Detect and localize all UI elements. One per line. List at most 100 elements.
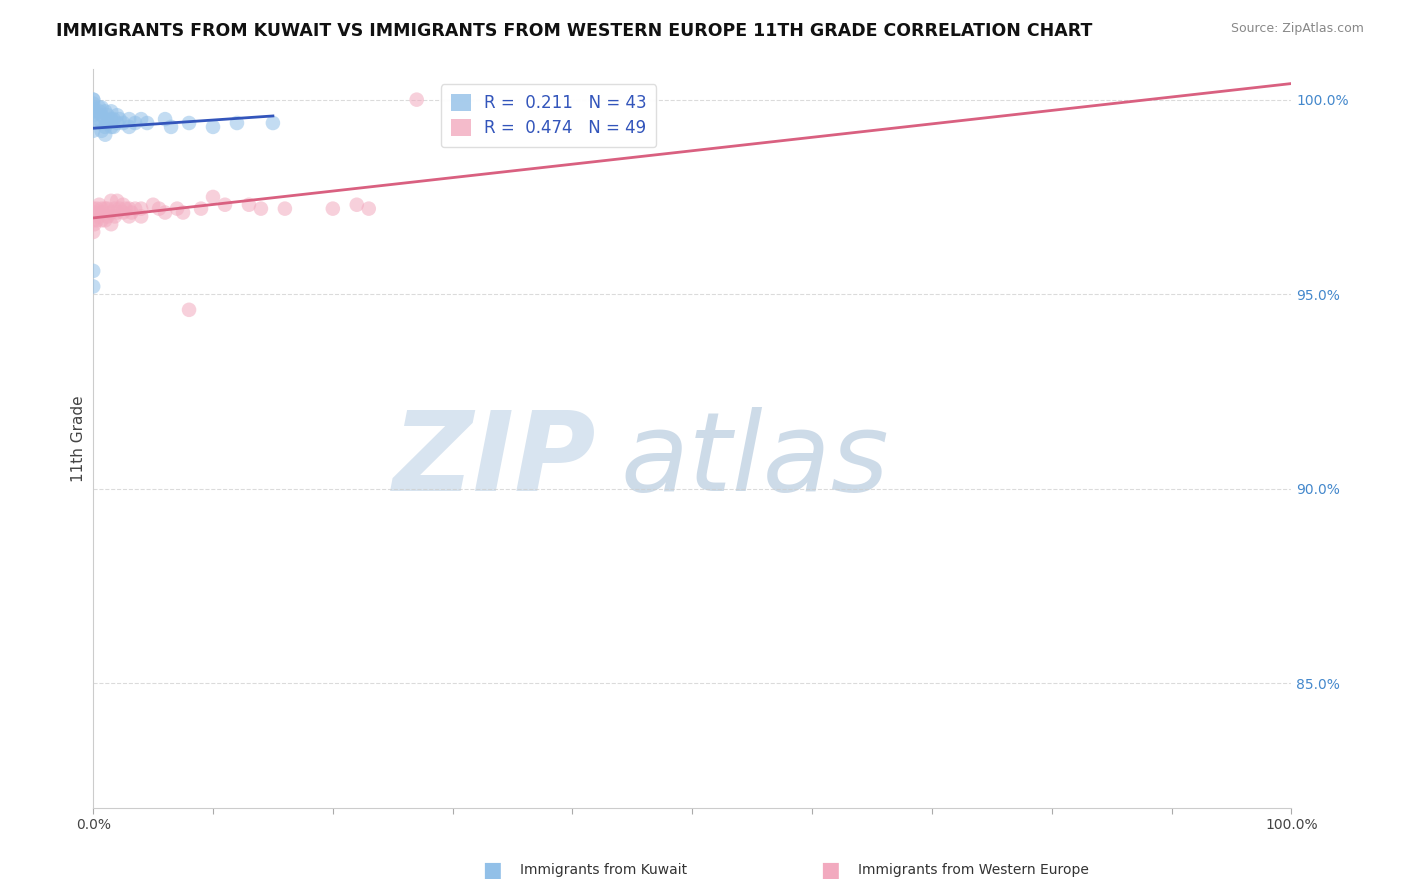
Point bbox=[121, 205, 143, 219]
Text: ZIP: ZIP bbox=[392, 407, 596, 514]
Point bbox=[118, 120, 141, 134]
Point bbox=[357, 202, 380, 216]
Point bbox=[262, 116, 284, 130]
Point bbox=[177, 302, 200, 317]
Point bbox=[89, 104, 111, 119]
Point bbox=[124, 116, 146, 130]
Point bbox=[148, 202, 170, 216]
Point bbox=[100, 205, 122, 219]
Point bbox=[124, 202, 146, 216]
Point bbox=[86, 213, 108, 227]
Text: ■: ■ bbox=[820, 860, 839, 880]
Point bbox=[82, 104, 104, 119]
Point bbox=[97, 116, 120, 130]
Point bbox=[82, 93, 104, 107]
Point bbox=[100, 194, 122, 208]
Point bbox=[83, 205, 105, 219]
Point bbox=[89, 100, 111, 114]
Point bbox=[250, 202, 273, 216]
Point bbox=[82, 213, 104, 227]
Point bbox=[94, 128, 117, 142]
Point bbox=[346, 198, 368, 212]
Point bbox=[82, 96, 104, 111]
Point bbox=[94, 202, 117, 216]
Point bbox=[82, 124, 104, 138]
Text: Immigrants from Kuwait: Immigrants from Kuwait bbox=[520, 863, 688, 877]
Point bbox=[105, 205, 128, 219]
Point bbox=[82, 202, 104, 216]
Point bbox=[82, 100, 104, 114]
Point bbox=[118, 202, 141, 216]
Point bbox=[177, 116, 200, 130]
Point bbox=[238, 198, 260, 212]
Point bbox=[112, 205, 135, 219]
Point bbox=[108, 202, 131, 216]
Point bbox=[89, 112, 111, 127]
Point bbox=[172, 205, 194, 219]
Legend: R =  0.211   N = 43, R =  0.474   N = 49: R = 0.211 N = 43, R = 0.474 N = 49 bbox=[440, 84, 657, 147]
Point bbox=[82, 279, 104, 293]
Point bbox=[94, 120, 117, 134]
Point bbox=[90, 202, 112, 216]
Point bbox=[86, 202, 108, 216]
Y-axis label: 11th Grade: 11th Grade bbox=[72, 395, 86, 482]
Point bbox=[100, 217, 122, 231]
Point bbox=[91, 205, 114, 219]
Point bbox=[201, 190, 224, 204]
Point bbox=[97, 108, 120, 122]
Text: Source: ZipAtlas.com: Source: ZipAtlas.com bbox=[1230, 22, 1364, 36]
Point bbox=[112, 198, 135, 212]
Point bbox=[166, 202, 188, 216]
Point bbox=[89, 198, 111, 212]
Point bbox=[90, 213, 112, 227]
Point bbox=[142, 198, 165, 212]
Point bbox=[90, 108, 112, 122]
Point bbox=[90, 116, 112, 130]
Point bbox=[82, 225, 104, 239]
Point bbox=[97, 202, 120, 216]
Point bbox=[160, 120, 183, 134]
Point bbox=[322, 202, 344, 216]
Text: atlas: atlas bbox=[620, 407, 889, 514]
Point bbox=[114, 202, 136, 216]
Point bbox=[274, 202, 297, 216]
Point bbox=[82, 108, 104, 122]
Point bbox=[190, 202, 212, 216]
Point bbox=[89, 210, 111, 224]
Point bbox=[82, 264, 104, 278]
Point bbox=[118, 210, 141, 224]
Point bbox=[100, 120, 122, 134]
Point bbox=[94, 213, 117, 227]
Point bbox=[118, 112, 141, 127]
Point bbox=[97, 210, 120, 224]
Point bbox=[108, 112, 131, 127]
Point bbox=[100, 112, 122, 127]
Point bbox=[100, 104, 122, 119]
Point bbox=[405, 93, 427, 107]
Point bbox=[226, 116, 249, 130]
Point bbox=[129, 202, 152, 216]
Point bbox=[83, 217, 105, 231]
Point bbox=[103, 112, 125, 127]
Point bbox=[103, 120, 125, 134]
Text: Immigrants from Western Europe: Immigrants from Western Europe bbox=[858, 863, 1088, 877]
Point bbox=[105, 116, 128, 130]
Text: IMMIGRANTS FROM KUWAIT VS IMMIGRANTS FROM WESTERN EUROPE 11TH GRADE CORRELATION : IMMIGRANTS FROM KUWAIT VS IMMIGRANTS FRO… bbox=[56, 22, 1092, 40]
Point bbox=[105, 108, 128, 122]
Point bbox=[90, 100, 112, 114]
Point bbox=[112, 116, 135, 130]
Point bbox=[214, 198, 236, 212]
Point bbox=[90, 124, 112, 138]
Point bbox=[153, 112, 176, 127]
Point bbox=[82, 93, 104, 107]
Point bbox=[104, 202, 127, 216]
Point bbox=[94, 104, 117, 119]
Point bbox=[129, 112, 152, 127]
Text: ■: ■ bbox=[482, 860, 502, 880]
Point bbox=[104, 210, 127, 224]
Point bbox=[82, 116, 104, 130]
Point bbox=[105, 194, 128, 208]
Point bbox=[136, 116, 159, 130]
Point bbox=[94, 112, 117, 127]
Point bbox=[201, 120, 224, 134]
